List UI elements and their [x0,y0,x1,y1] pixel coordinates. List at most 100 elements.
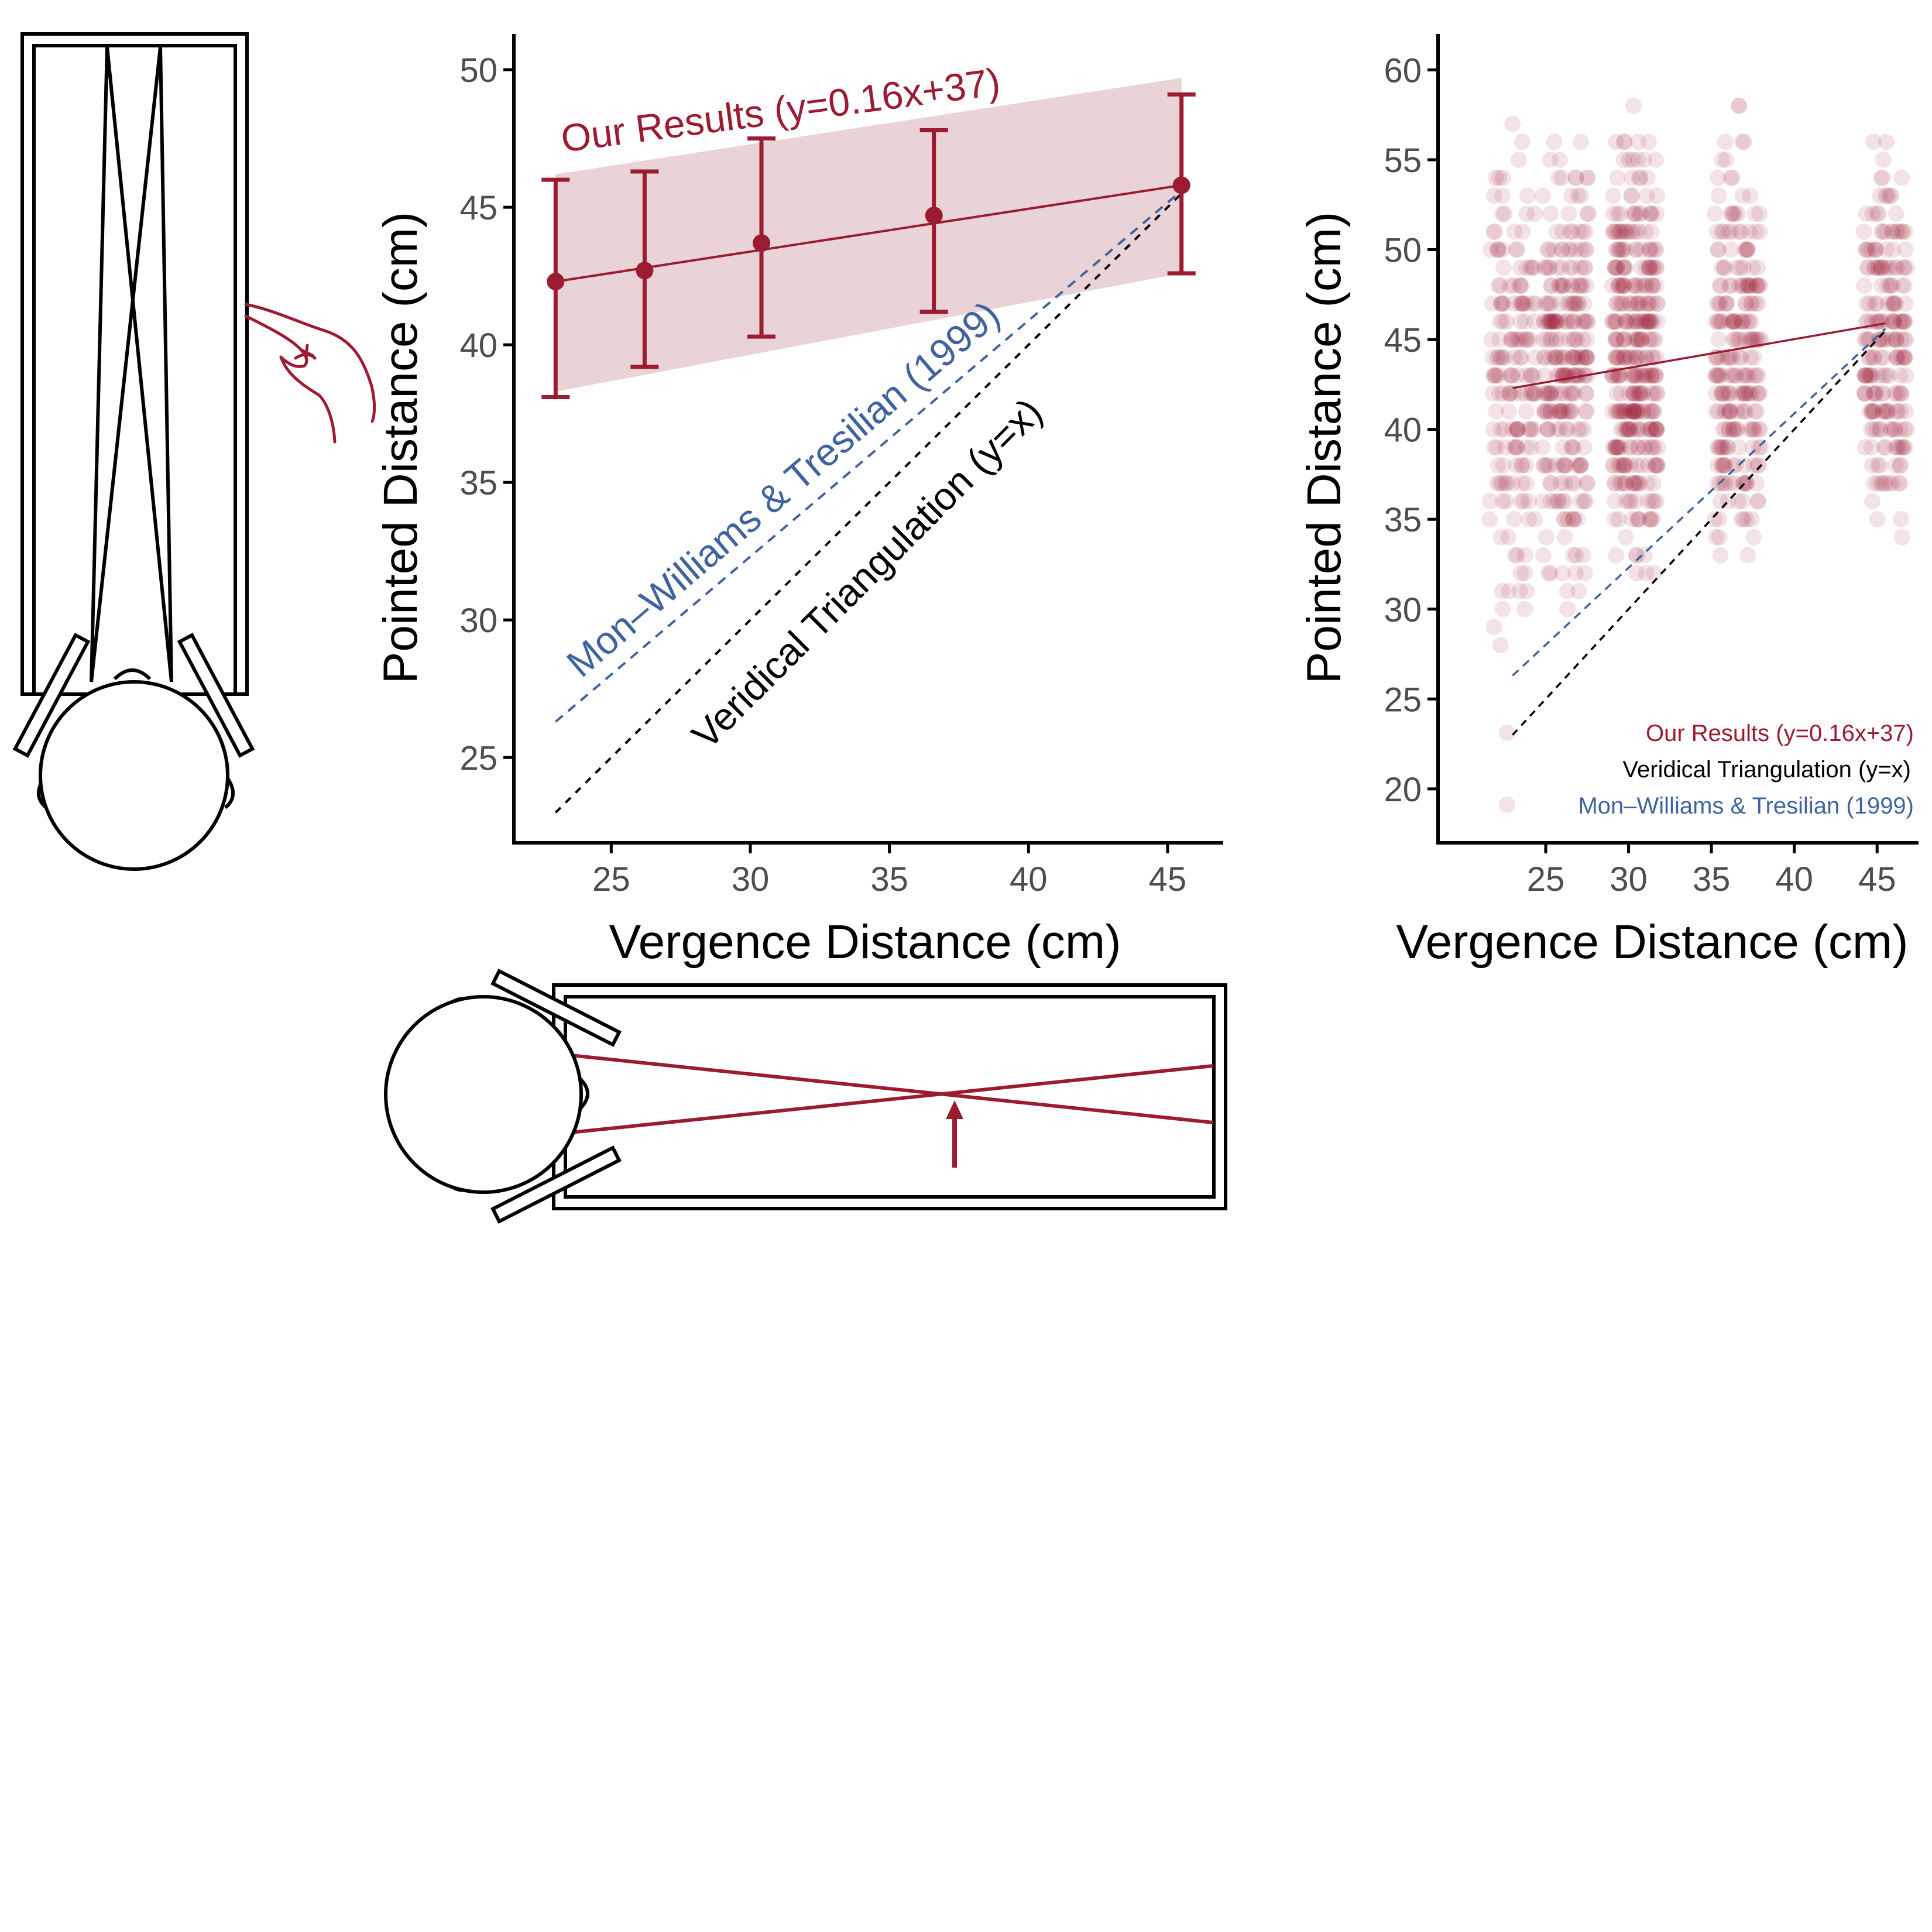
scatter-point [1745,529,1762,545]
y-tick-label: 25 [459,739,497,777]
scatter-point [1725,331,1742,348]
scatter-point [1490,457,1507,474]
scatter-point [1514,295,1530,312]
scatter-point [1573,457,1590,474]
scatter-point [1550,277,1567,294]
scatter-point [1518,367,1535,384]
scatter-point [1891,313,1908,330]
scatter-point [1497,493,1514,510]
scatter-point [1484,385,1501,402]
scatter-point [1741,385,1758,402]
scatter-point [1752,439,1769,456]
scatter-point [1539,421,1556,438]
scatter-point [1633,331,1650,348]
scatter-point [1745,439,1762,456]
scatter-point [1573,133,1590,150]
scatter-point [1605,205,1622,222]
scatter-point [1626,295,1643,312]
scatter-point [1565,295,1582,312]
scatter-point [1627,223,1644,240]
scatter-point [1741,313,1758,330]
scatter-point [1722,241,1739,258]
scatter-point [1552,331,1569,348]
scatter-point [1892,457,1909,474]
scatter-point [1636,151,1653,168]
scatter-point [1858,331,1875,348]
scatter-point [1575,313,1592,330]
scatter-point [1877,223,1894,240]
y-tick-label: 40 [459,327,497,365]
scatter-point [1554,439,1571,456]
scatter-point [1563,349,1580,366]
scatter-point [1888,331,1904,348]
scatter-point [1749,457,1766,474]
scatter-point [1744,385,1761,402]
scatter-point [1739,241,1756,258]
scatter-point [1735,385,1752,402]
scatter-point [1576,259,1593,276]
scatter-point [1553,403,1570,420]
scatter-point [1510,331,1527,348]
scatter-point [1625,385,1642,402]
scatter-point [1722,349,1739,366]
scatter-point [1577,349,1594,366]
scatter-point [1608,547,1625,564]
scatter-point [1627,277,1644,294]
scatter-point [1500,385,1517,402]
scatter-point [1869,259,1886,276]
scatter-point [1561,385,1578,402]
scatter-point [1506,511,1523,528]
scatter-point [1642,205,1659,222]
scatter-point [1641,511,1658,528]
scatter-point [1491,475,1508,492]
scatter-point [1608,403,1625,420]
scatter-point [1894,277,1911,294]
scatter-point [1889,259,1906,276]
scatter-point [1864,493,1880,510]
scatter-point [1555,277,1572,294]
scatter-point [1556,475,1573,492]
scatter-point [1866,241,1883,258]
scatter-point [1879,331,1896,348]
scatter-point [1514,133,1530,150]
scatter-point [1490,349,1507,366]
scatter-point [1633,331,1650,348]
scatter-point [1513,349,1530,366]
scatter-point [1714,439,1731,456]
scatter-point [1494,241,1511,258]
scatter-point [1621,421,1638,438]
scatter-point [1504,421,1521,438]
scatter-point [1896,349,1913,366]
scatter-point [1886,385,1903,402]
scatter-point [1629,403,1646,420]
scatter-point [1578,331,1595,348]
scatter-point [1857,367,1874,384]
x-tick-label: 40 [1775,860,1813,898]
scatter-point [1567,295,1584,312]
scatter-point [1893,529,1910,545]
scatter-point [1501,583,1518,600]
scatter-point [1629,331,1646,348]
scatter-point [1716,457,1733,474]
scatter-point [1629,385,1646,402]
scatter-point [1612,439,1629,456]
scatter-point [1610,349,1626,366]
scatter-point [1626,205,1643,222]
scatter-point [1872,313,1889,330]
scatter-point [1646,439,1663,456]
scatter-point [1514,223,1531,240]
scatter-point [1724,169,1741,186]
scatter-point [1615,151,1632,168]
scatter-point [1873,475,1890,492]
scatter-point [1631,169,1648,186]
scatter-point [1505,277,1522,294]
x-tick-label: 40 [1010,860,1048,898]
scatter-point [1879,277,1896,294]
scatter-point [1627,385,1644,402]
scatter-point [1573,277,1590,294]
scatter-point [1648,421,1665,438]
scatter-point [1714,223,1731,240]
scatter-point [1737,385,1754,402]
scatter-point [1741,277,1758,294]
scatter-point [1631,277,1648,294]
